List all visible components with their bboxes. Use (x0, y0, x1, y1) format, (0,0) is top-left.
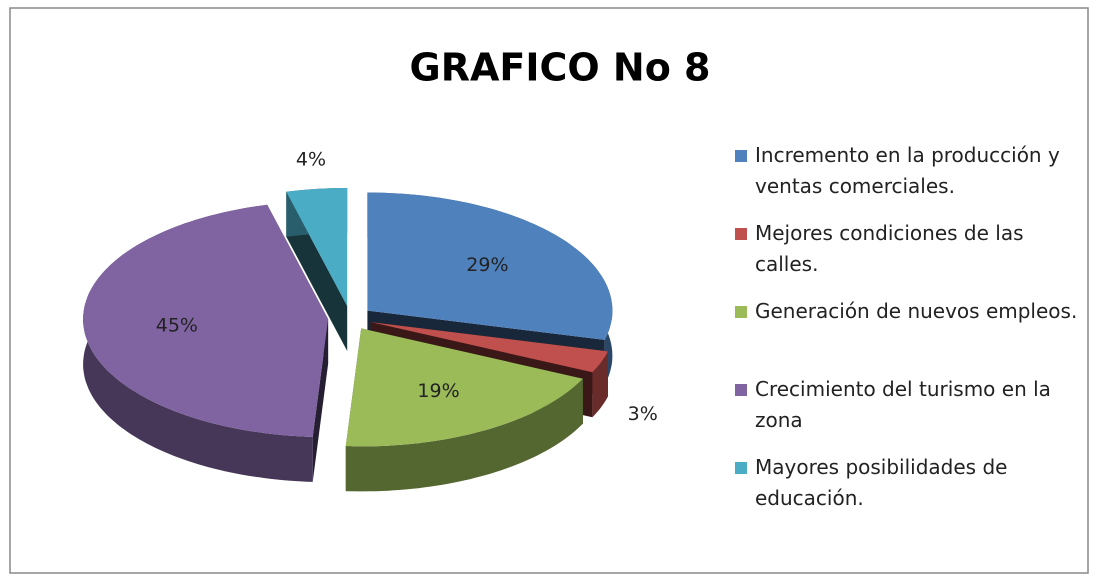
legend-swatch (735, 462, 747, 474)
data-label: 3% (628, 403, 658, 425)
legend-item: Generación de nuevos empleos. (735, 296, 1090, 374)
legend-swatch (735, 384, 747, 396)
legend-label: Crecimiento del turismo en la zona (755, 377, 1051, 432)
legend-swatch (735, 150, 747, 162)
pie-slice (345, 328, 583, 447)
legend-label: Mejores condiciones de las calles. (755, 221, 1024, 276)
legend-label: Generación de nuevos empleos. (755, 299, 1078, 323)
legend: Incremento en la producción y ventas com… (735, 140, 1090, 530)
chart-title: GRAFICO No 8 (410, 46, 711, 90)
data-label: 4% (296, 148, 326, 170)
legend-label: Mayores posibilidades de educación. (755, 455, 1008, 510)
data-label: 29% (466, 254, 508, 276)
slice-wall (592, 351, 608, 418)
legend-swatch (735, 306, 747, 318)
pie-slice (367, 192, 613, 340)
legend-item: Incremento en la producción y ventas com… (735, 140, 1090, 218)
legend-item: Crecimiento del turismo en la zona (735, 374, 1090, 452)
legend-item: Mejores condiciones de las calles. (735, 218, 1090, 296)
pie-slice (370, 322, 608, 373)
legend-swatch (735, 228, 747, 240)
data-label: 19% (417, 380, 459, 402)
legend-item: Mayores posibilidades de educación. (735, 452, 1090, 530)
slice-wall (345, 378, 583, 492)
pie-slice (286, 188, 348, 306)
pie-slice (83, 204, 329, 437)
legend-label: Incremento en la producción y ventas com… (755, 143, 1060, 198)
data-label: 45% (156, 315, 198, 337)
slice-side (312, 319, 329, 482)
